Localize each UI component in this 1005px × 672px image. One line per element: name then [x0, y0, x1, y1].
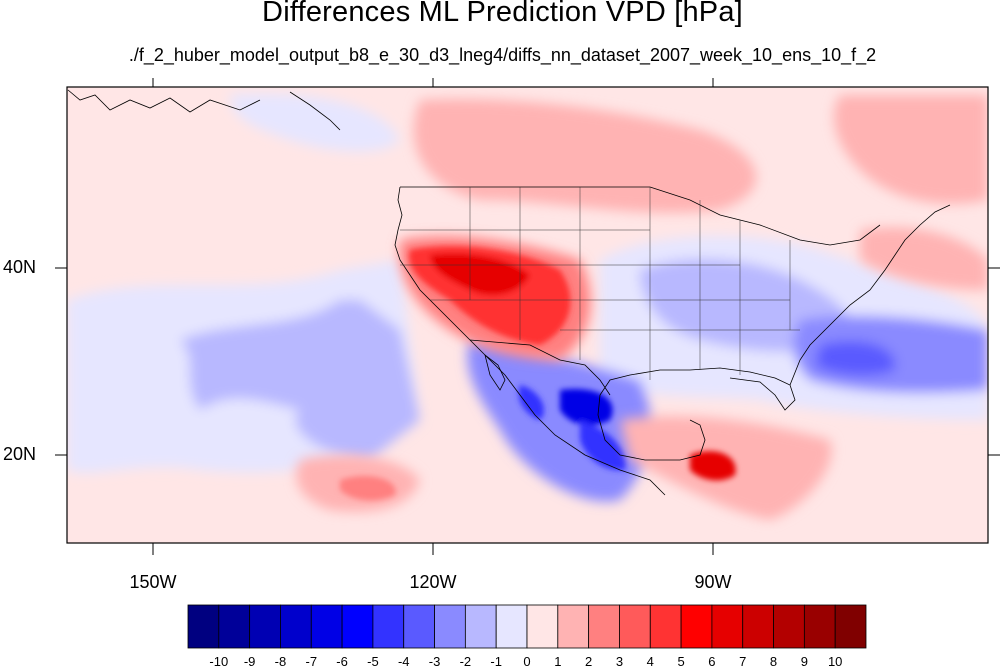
colorbar-box — [434, 604, 466, 649]
colorbar-box — [557, 604, 590, 649]
atlantic-coast — [789, 204, 951, 386]
colorbar-tick-label: -10 — [209, 654, 229, 669]
colorbar-box — [341, 604, 374, 649]
colorbar-tick-label: -3 — [428, 654, 441, 669]
field-epacific-core — [340, 475, 396, 501]
colorbar-box — [495, 604, 528, 649]
colorbar — [187, 604, 867, 649]
colorbar-box — [711, 604, 744, 649]
plot-subtitle: ./f_2_huber_model_output_b8_e_30_d3_lneg… — [128, 45, 877, 65]
colorbar-box — [526, 604, 559, 649]
colorbar-tick-label: 9 — [800, 654, 808, 669]
colorbar-box — [834, 604, 867, 649]
lon-label-120w: 120W — [409, 572, 457, 592]
field-sw-core — [430, 253, 530, 295]
colorbar-box — [249, 604, 281, 649]
us-mexico-border — [469, 339, 611, 396]
state-lines-h — [400, 229, 800, 331]
colorbar-tick-label: -4 — [397, 654, 410, 669]
great-lakes-border — [649, 186, 881, 246]
colorbar-tick-label: -1 — [490, 654, 502, 669]
colorbar-box — [372, 604, 405, 649]
alaska-coast — [67, 89, 261, 113]
colorbar-tick-label: 0 — [523, 654, 531, 669]
lon-label-90w: 90W — [694, 572, 732, 592]
lat-label-40n: 40N — [3, 257, 37, 277]
field-canada-pink — [413, 99, 757, 213]
field-npacific — [230, 93, 400, 152]
field-yucatan-core — [690, 451, 736, 481]
colorbar-box — [280, 604, 312, 649]
colorbar-tick-label: 7 — [739, 654, 747, 669]
plot-title: Differences ML Prediction VPD [hPa] — [262, 0, 743, 28]
map-frame — [66, 86, 989, 544]
colorbar-box — [218, 604, 251, 649]
gulf-coast — [599, 367, 796, 411]
field-pacific-blue — [180, 300, 420, 460]
colorbar-tick-label: 3 — [615, 654, 624, 669]
colorbar-tick-label: 10 — [827, 654, 843, 669]
anomaly-field — [67, 87, 988, 543]
colorbar-tick-label: 2 — [585, 654, 593, 669]
colorbar-box — [403, 604, 435, 649]
colorbar-tick-label: -9 — [243, 654, 256, 669]
colorbar-box — [742, 604, 774, 649]
lat-label-20n: 20N — [3, 444, 37, 464]
field-baja-blue — [518, 385, 544, 420]
colorbar-box — [310, 604, 343, 649]
lon-label-150w: 150W — [129, 572, 177, 592]
axis-ticks — [55, 78, 1000, 555]
baja-peninsula — [484, 353, 506, 391]
colorbar-tick-label: 1 — [554, 654, 562, 669]
field-ne-canada-pink — [834, 95, 988, 204]
colorbar-box — [588, 604, 620, 649]
colorbar-tick-label: 5 — [677, 654, 685, 669]
colorbar-tick-label: -7 — [305, 654, 318, 669]
mexico-gulf-coast — [597, 394, 706, 461]
state-borders — [400, 187, 800, 380]
colorbar-tick-label: -6 — [336, 654, 348, 669]
colorbar-box — [187, 604, 220, 649]
colorbar-tick-label: 4 — [646, 654, 654, 669]
colorbar-box — [680, 604, 713, 649]
colorbar-box — [649, 604, 682, 649]
colorbar-tick-label: -8 — [274, 654, 287, 669]
colorbar-tick-label: -5 — [367, 654, 379, 669]
coastlines — [67, 89, 951, 496]
colorbar-box — [619, 604, 651, 649]
field-atlantic-core — [815, 341, 896, 376]
colorbar-box — [464, 604, 497, 649]
colorbar-tick-label: -2 — [459, 654, 472, 669]
colorbar-box — [803, 604, 836, 649]
alaska-panhandle — [289, 91, 341, 131]
field-newengland-pink — [860, 227, 988, 290]
colorbar-tick-label: 6 — [708, 654, 716, 669]
state-lines-v — [469, 187, 791, 380]
colorbar-tick-label: 8 — [769, 654, 778, 669]
colorbar-box — [773, 604, 805, 649]
